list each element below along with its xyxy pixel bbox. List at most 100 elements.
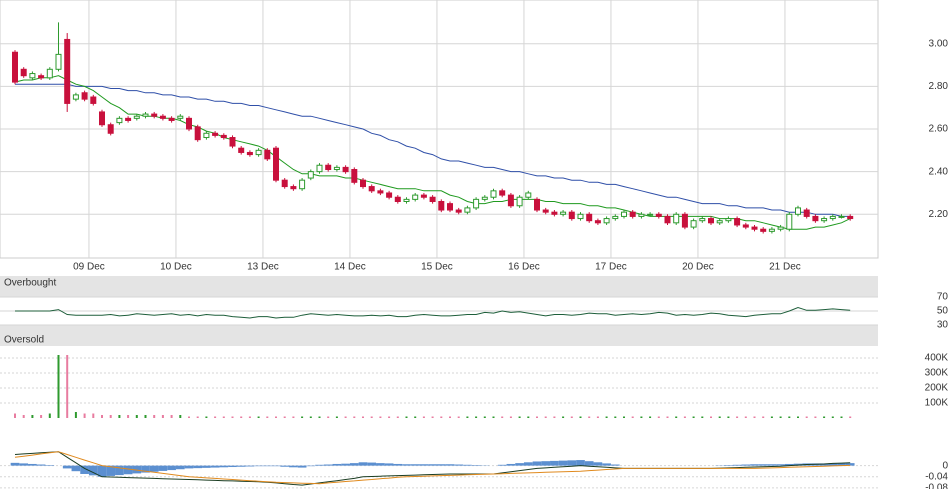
histogram-bar <box>567 460 577 466</box>
volume-bar <box>744 416 747 418</box>
volume-bar <box>127 415 130 418</box>
volume-bar <box>840 416 843 418</box>
volume-bar <box>527 416 530 418</box>
volume-bar <box>396 416 399 418</box>
candle-body <box>725 218 732 222</box>
candle-body <box>621 211 627 217</box>
histogram-bar <box>428 464 437 466</box>
candle-body <box>281 179 288 188</box>
histogram-bar <box>97 465 107 477</box>
candle-body <box>499 190 506 196</box>
volume-bar <box>553 416 556 418</box>
y-tick-label: 0 <box>942 460 948 471</box>
candle-body <box>768 228 775 232</box>
histogram-bar <box>71 465 81 472</box>
volume-bar <box>727 416 730 418</box>
histogram-bar <box>254 465 263 467</box>
volume-bar <box>344 416 347 418</box>
y-tick-label: 2.40 <box>929 166 949 177</box>
volume-bar <box>222 416 225 418</box>
histogram-bar <box>202 465 211 468</box>
volume-bar <box>231 416 234 418</box>
volume-bar <box>83 413 86 418</box>
histogram-bar <box>402 464 411 466</box>
histogram-bar <box>376 463 385 466</box>
volume-bar <box>22 415 25 418</box>
candle-body <box>594 220 601 224</box>
candle-body <box>125 117 132 121</box>
candle-body <box>55 53 62 70</box>
volume-bar <box>492 416 495 418</box>
histogram-bar <box>384 463 394 466</box>
candle-body <box>186 117 192 130</box>
volume-bar <box>170 415 173 418</box>
histogram-bar <box>523 462 533 466</box>
volume-bar <box>14 413 16 418</box>
candle-body <box>177 115 184 119</box>
candle-body <box>481 196 488 200</box>
candle-body <box>699 218 706 222</box>
volume-bar <box>518 416 521 418</box>
histogram-bar <box>262 465 272 467</box>
histogram-bar <box>767 464 777 466</box>
candle-body <box>273 147 279 181</box>
candle-body <box>586 213 593 222</box>
volume-bar <box>266 416 269 418</box>
overbought-band <box>0 276 878 297</box>
volume-bar <box>623 416 625 418</box>
volume-bar <box>570 416 573 418</box>
volume-bar <box>692 416 695 418</box>
line <box>14 451 851 485</box>
histogram-bar <box>315 464 324 466</box>
candle-body <box>516 196 523 207</box>
volume-bar <box>431 416 434 418</box>
candle-body <box>681 213 688 228</box>
candle-body <box>142 113 149 117</box>
candle-body <box>412 194 419 200</box>
y-tick-label: 3.00 <box>929 38 949 49</box>
candle-body <box>542 209 549 213</box>
histogram-bar <box>602 463 611 466</box>
histogram-bar <box>332 463 342 466</box>
candle-body <box>386 192 393 198</box>
candle-body <box>473 198 480 209</box>
volume-bar <box>196 416 199 418</box>
histogram-bar <box>88 465 98 476</box>
histogram-bar <box>419 464 429 466</box>
volume-bar <box>118 415 121 418</box>
candle-body <box>20 68 27 77</box>
volume-bar <box>379 416 382 418</box>
histogram-bar <box>506 463 516 466</box>
x-tick-label: 09 Dec <box>73 262 105 273</box>
histogram-bar <box>741 464 751 466</box>
histogram-bar <box>550 460 559 466</box>
volume-bar <box>483 416 486 418</box>
histogram-bar <box>515 463 524 466</box>
volume-bar <box>283 416 286 418</box>
volume-bar <box>753 416 756 418</box>
histogram-bar <box>306 465 316 467</box>
candle-body <box>212 132 219 136</box>
candle-body <box>342 166 349 173</box>
x-tick-label: 16 Dec <box>508 262 540 273</box>
volume-bar <box>257 416 260 418</box>
volume-bar <box>327 416 330 418</box>
volume-bar <box>544 416 547 418</box>
volume-bar <box>144 415 147 418</box>
candle-body <box>194 126 201 141</box>
histogram-bar <box>132 465 142 474</box>
volume-bar <box>414 416 417 418</box>
volume-bar <box>318 416 321 418</box>
histogram-bar <box>323 464 333 466</box>
volume-bar <box>109 415 112 418</box>
histogram-bar <box>750 464 759 466</box>
volume-bar <box>153 415 156 418</box>
volume-bar <box>805 416 808 418</box>
candle-body <box>99 111 105 126</box>
candle-body <box>812 215 819 222</box>
candle-body <box>647 213 654 216</box>
candle-body <box>525 192 532 198</box>
candle-body <box>438 200 445 211</box>
